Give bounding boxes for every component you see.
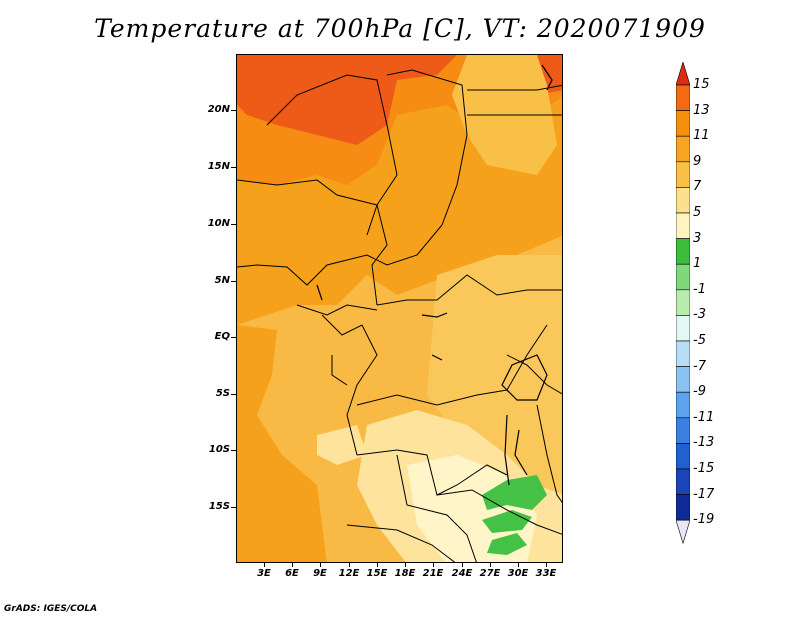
- colorbar-label: -19: [693, 512, 715, 528]
- lon-label-18e: 18E: [394, 568, 416, 579]
- temperature-field: [237, 55, 562, 562]
- lon-tick: [490, 563, 491, 567]
- colorbar-label: 1: [693, 256, 702, 272]
- colorbar-label: -7: [693, 358, 706, 374]
- lat-label-15n: 15N: [207, 161, 230, 172]
- lon-label-15e: 15E: [366, 568, 388, 579]
- colorbar-top-arrow: [676, 62, 690, 86]
- grads-credit: GrADS: IGES/COLA: [4, 604, 98, 614]
- colorbar-label: 9: [693, 153, 702, 169]
- colorbar-cell: [676, 494, 690, 521]
- lon-label-9e: 9E: [313, 568, 327, 579]
- lon-label-6e: 6E: [285, 568, 299, 579]
- lon-tick: [433, 563, 434, 567]
- colorbar-cell: [676, 443, 690, 470]
- lon-tick: [377, 563, 378, 567]
- colorbar-cell: [676, 263, 690, 291]
- lat-label-20n: 20N: [207, 104, 230, 115]
- colorbar-label: -11: [693, 409, 715, 425]
- colorbar-cell: [676, 238, 690, 265]
- lon-tick: [292, 563, 293, 567]
- colorbar-cell: [676, 391, 690, 419]
- colorbar-label: 15: [693, 77, 710, 92]
- lon-tick: [264, 563, 265, 567]
- lon-label-3e: 3E: [257, 568, 271, 579]
- colorbar-label: -13: [693, 435, 715, 451]
- colorbar-label: -3: [693, 307, 706, 323]
- colorbar-label: 7: [693, 179, 702, 195]
- colorbar-cell: [676, 366, 690, 393]
- lat-label-15s: 15S: [208, 501, 230, 512]
- colorbar-cell: [676, 340, 690, 367]
- colorbar-label: -15: [693, 461, 715, 476]
- colorbar-label: 11: [693, 128, 710, 144]
- colorbar-label: 3: [693, 230, 702, 246]
- colorbar-bottom-arrow: [676, 519, 690, 545]
- lon-tick: [462, 563, 463, 567]
- lon-tick: [349, 563, 350, 567]
- lon-label-27e: 27E: [479, 568, 501, 579]
- lat-tick: [231, 110, 236, 111]
- lon-label-30e: 30E: [507, 568, 529, 579]
- lat-tick: [231, 224, 236, 225]
- lat-label-5n: 5N: [214, 275, 230, 286]
- lon-label-21e: 21E: [422, 568, 444, 579]
- colorbar-cell: [676, 212, 690, 239]
- colorbar-cell: [676, 315, 690, 342]
- lon-label-12e: 12E: [338, 568, 360, 579]
- lat-tick: [231, 394, 236, 395]
- colorbar-cell: [676, 110, 690, 137]
- colorbar-cell: [676, 289, 690, 316]
- lat-tick: [231, 281, 236, 282]
- lon-label-24e: 24E: [451, 568, 473, 579]
- colorbar-label: -5: [693, 333, 706, 348]
- colorbar-cell: [676, 84, 690, 111]
- lat-tick: [231, 507, 236, 508]
- lon-tick: [518, 563, 519, 567]
- lat-tick: [231, 337, 236, 338]
- map-title: Temperature at 700hPa [C], VT: 202007190…: [94, 14, 706, 43]
- lat-tick: [231, 167, 236, 168]
- temperature-map: [236, 54, 563, 563]
- country-borders: [237, 69, 562, 562]
- colorbar-cell: [676, 135, 690, 163]
- lon-label-33e: 33E: [535, 568, 557, 579]
- colorbar-cell: [676, 468, 690, 495]
- colorbar: [676, 62, 690, 545]
- lat-label-10s: 10S: [208, 444, 230, 455]
- colorbar-label: -1: [693, 281, 706, 297]
- lon-tick: [405, 563, 406, 567]
- lat-tick: [231, 450, 236, 451]
- colorbar-label: 5: [693, 205, 702, 220]
- lon-tick: [546, 563, 547, 567]
- lon-tick: [320, 563, 321, 567]
- colorbar-cell: [676, 417, 690, 444]
- lat-label-10n: 10N: [207, 218, 230, 229]
- lat-label-eq: EQ: [214, 331, 230, 342]
- colorbar-label: 13: [693, 102, 710, 118]
- lat-label-5s: 5S: [215, 388, 230, 399]
- colorbar-cell: [676, 187, 690, 214]
- coastlines: [316, 64, 553, 486]
- colorbar-label: -17: [693, 486, 715, 502]
- colorbar-label: -9: [693, 384, 706, 400]
- colorbar-cell: [676, 161, 690, 188]
